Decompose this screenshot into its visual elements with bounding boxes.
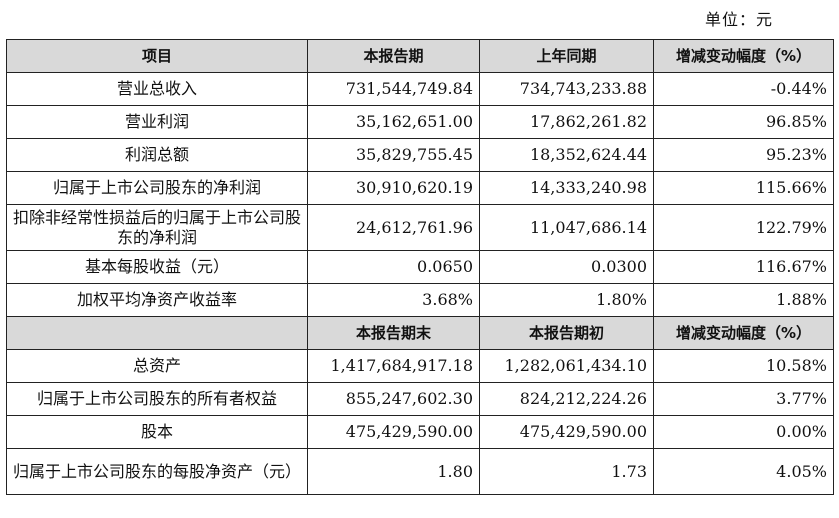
current-value: 731,544,749.84 (307, 72, 480, 106)
row-label: 加权平均净资产收益率 (6, 283, 308, 317)
current-value: 3.68% (307, 283, 480, 317)
current-value: 24,612,761.96 (307, 204, 480, 251)
table-row: 基本每股收益（元） 0.0650 0.0300 116.67% (6, 250, 834, 284)
table-header-row: 项目 本报告期 上年同期 增减变动幅度（%） (6, 39, 834, 73)
table-row: 股本 475,429,590.00 475,429,590.00 0.00% (6, 415, 834, 449)
header-period-begin: 本报告期初 (479, 316, 654, 350)
table-row: 归属于上市公司股东的所有者权益 855,247,602.30 824,212,2… (6, 382, 834, 416)
prior-value: 17,862,261.82 (479, 105, 654, 139)
table-row: 归属于上市公司股东的每股净资产（元） 1.80 1.73 4.05% (6, 448, 834, 495)
table-row: 利润总额 35,829,755.45 18,352,624.44 95.23% (6, 138, 834, 172)
unit-label: 单位：元 (704, 10, 773, 29)
row-label: 归属于上市公司股东的所有者权益 (6, 382, 308, 416)
row-label: 归属于上市公司股东的净利润 (6, 171, 308, 205)
begin-value: 475,429,590.00 (479, 415, 654, 449)
header-item: 项目 (6, 39, 308, 73)
current-value: 35,162,651.00 (307, 105, 480, 139)
row-label: 归属于上市公司股东的每股净资产（元） (6, 448, 308, 495)
prior-value: 14,333,240.98 (479, 171, 654, 205)
header-current-period: 本报告期 (307, 39, 480, 73)
table-row: 总资产 1,417,684,917.18 1,282,061,434.10 10… (6, 349, 834, 383)
begin-value: 824,212,224.26 (479, 382, 654, 416)
row-label: 基本每股收益（元） (6, 250, 308, 284)
subheader-blank-cell (6, 316, 308, 350)
row-label: 营业总收入 (6, 72, 308, 106)
end-value: 475,429,590.00 (307, 415, 480, 449)
header-period-end: 本报告期末 (307, 316, 480, 350)
end-value: 1.80 (307, 448, 480, 495)
current-value: 30,910,620.19 (307, 171, 480, 205)
end-value: 1,417,684,917.18 (307, 349, 480, 383)
change-value: 96.85% (653, 105, 834, 139)
table-row: 归属于上市公司股东的净利润 30,910,620.19 14,333,240.9… (6, 171, 834, 205)
prior-value: 18,352,624.44 (479, 138, 654, 172)
prior-value: 1.80% (479, 283, 654, 317)
change-value: 10.58% (653, 349, 834, 383)
row-label: 营业利润 (6, 105, 308, 139)
table-subheader-row: 本报告期末 本报告期初 增减变动幅度（%） (6, 316, 834, 350)
financial-summary-table: 项目 本报告期 上年同期 增减变动幅度（%） 营业总收入 731,544,749… (6, 39, 834, 495)
prior-value: 11,047,686.14 (479, 204, 654, 251)
begin-value: 1.73 (479, 448, 654, 495)
change-value: 0.00% (653, 415, 834, 449)
row-label: 股本 (6, 415, 308, 449)
prior-value: 0.0300 (479, 250, 654, 284)
table-row: 扣除非经常性损益后的归属于上市公司股东的净利润 24,612,761.96 11… (6, 204, 834, 251)
header-prior-period: 上年同期 (479, 39, 654, 73)
change-value: 115.66% (653, 171, 834, 205)
row-label: 总资产 (6, 349, 308, 383)
begin-value: 1,282,061,434.10 (479, 349, 654, 383)
change-value: 122.79% (653, 204, 834, 251)
change-value: 4.05% (653, 448, 834, 495)
table-row: 加权平均净资产收益率 3.68% 1.80% 1.88% (6, 283, 834, 317)
header-change: 增减变动幅度（%） (653, 316, 834, 350)
prior-value: 734,743,233.88 (479, 72, 654, 106)
change-value: 1.88% (653, 283, 834, 317)
end-value: 855,247,602.30 (307, 382, 480, 416)
change-value: 116.67% (653, 250, 834, 284)
table-row: 营业利润 35,162,651.00 17,862,261.82 96.85% (6, 105, 834, 139)
row-label: 利润总额 (6, 138, 308, 172)
current-value: 35,829,755.45 (307, 138, 480, 172)
change-value: 3.77% (653, 382, 834, 416)
row-label: 扣除非经常性损益后的归属于上市公司股东的净利润 (6, 204, 308, 251)
change-value: 95.23% (653, 138, 834, 172)
change-value: -0.44% (653, 72, 834, 106)
current-value: 0.0650 (307, 250, 480, 284)
header-change: 增减变动幅度（%） (653, 39, 834, 73)
table-row: 营业总收入 731,544,749.84 734,743,233.88 -0.4… (6, 72, 834, 106)
